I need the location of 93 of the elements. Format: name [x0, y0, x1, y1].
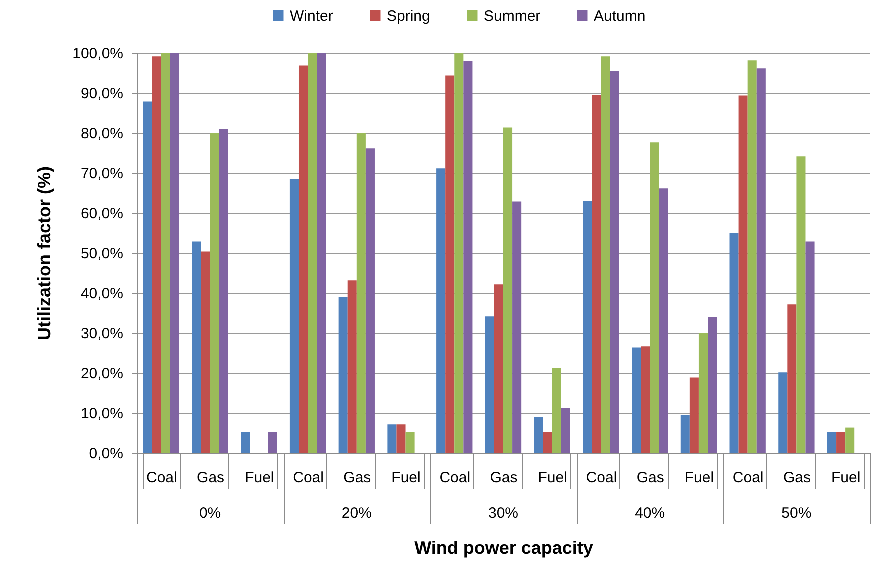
x-tick-label: Coal — [586, 470, 618, 486]
bar — [201, 252, 210, 453]
bar — [436, 168, 446, 453]
legend-label: Autumn — [594, 8, 646, 25]
bar — [504, 128, 513, 453]
bar — [659, 188, 668, 453]
bar — [388, 424, 397, 453]
text: 20% — [342, 505, 372, 522]
y-tick-label: 40,0% — [80, 286, 124, 302]
bar — [494, 284, 504, 453]
y-tick-label: 10,0% — [80, 406, 124, 422]
bar — [788, 304, 797, 453]
bar — [317, 53, 326, 453]
bar — [268, 432, 278, 453]
x-tick-label: Gas — [490, 470, 518, 486]
legend-label: Spring — [387, 8, 430, 25]
x-tick-label: Fuel — [831, 470, 861, 486]
bar — [290, 179, 299, 453]
bar — [827, 432, 837, 453]
bar — [512, 202, 522, 453]
x-tick-label: Coal — [293, 470, 324, 486]
text: 40% — [635, 505, 666, 522]
y-axis-title: Utilization factor (%) — [34, 166, 55, 340]
bar — [610, 71, 620, 453]
y-tick-label: 60,0% — [80, 206, 124, 222]
bar — [583, 201, 592, 453]
bar — [748, 60, 757, 453]
bar — [464, 61, 473, 453]
bar — [192, 242, 202, 453]
text: 0% — [199, 505, 222, 522]
x-tick-label: Fuel — [392, 470, 421, 486]
x-tick-label: Coal — [440, 470, 471, 486]
y-tick-label: 0,0% — [89, 446, 124, 462]
bar — [308, 53, 318, 453]
x-tick-label: Fuel — [245, 470, 274, 486]
legend-label: Summer — [484, 8, 541, 25]
x-tick-label: Coal — [732, 470, 764, 486]
bar — [756, 68, 766, 453]
bar — [348, 280, 357, 453]
bar — [534, 417, 544, 453]
x-tick-label: Gas — [636, 470, 664, 486]
y-tick-label: 90,0% — [80, 86, 124, 102]
bar — [796, 156, 806, 453]
bar — [778, 372, 788, 453]
bar — [356, 133, 366, 453]
bar — [143, 102, 152, 453]
x-tick-label: Gas — [344, 470, 372, 486]
bar — [650, 142, 660, 453]
bar — [698, 333, 708, 453]
bar — [298, 66, 308, 453]
bar — [680, 415, 690, 453]
bar — [170, 53, 180, 453]
x-tick-label: Fuel — [684, 470, 714, 486]
bar — [561, 408, 570, 453]
y-tick-label: 30,0% — [80, 326, 124, 342]
bar — [210, 133, 220, 453]
x-tick-label: Fuel — [538, 470, 568, 486]
bar — [708, 317, 718, 453]
bar — [406, 432, 415, 453]
y-tick-label: 100,0% — [72, 46, 124, 62]
x-tick-label: Coal — [146, 470, 178, 486]
x-tick-label: Gas — [197, 470, 225, 486]
y-tick-label: 50,0% — [80, 246, 124, 262]
bar — [241, 432, 250, 453]
bar — [836, 432, 846, 453]
bar — [152, 56, 162, 453]
bar — [806, 242, 815, 453]
bar — [485, 316, 494, 453]
bar — [690, 378, 699, 453]
bar — [552, 368, 562, 453]
text: 30% — [488, 505, 519, 522]
x-tick-label: Gas — [783, 470, 811, 486]
bar — [338, 297, 348, 453]
x-axis-title: Wind power capacity — [414, 538, 594, 558]
bar — [641, 346, 650, 453]
bar — [592, 95, 602, 453]
bar — [738, 96, 748, 453]
y-tick-label: 80,0% — [80, 126, 124, 142]
bar — [846, 428, 855, 453]
bar — [219, 129, 228, 453]
bar — [632, 348, 642, 453]
bar — [366, 148, 375, 453]
y-tick-label: 70,0% — [80, 166, 124, 182]
y-tick-label: 20,0% — [80, 366, 124, 382]
bar — [543, 432, 552, 453]
bar — [446, 76, 455, 453]
bar — [161, 53, 170, 453]
text: 50% — [782, 505, 812, 522]
legend-label: Winter — [290, 8, 334, 25]
bar — [454, 53, 464, 453]
bar — [601, 56, 610, 453]
bar — [396, 424, 406, 453]
bar — [730, 233, 739, 453]
